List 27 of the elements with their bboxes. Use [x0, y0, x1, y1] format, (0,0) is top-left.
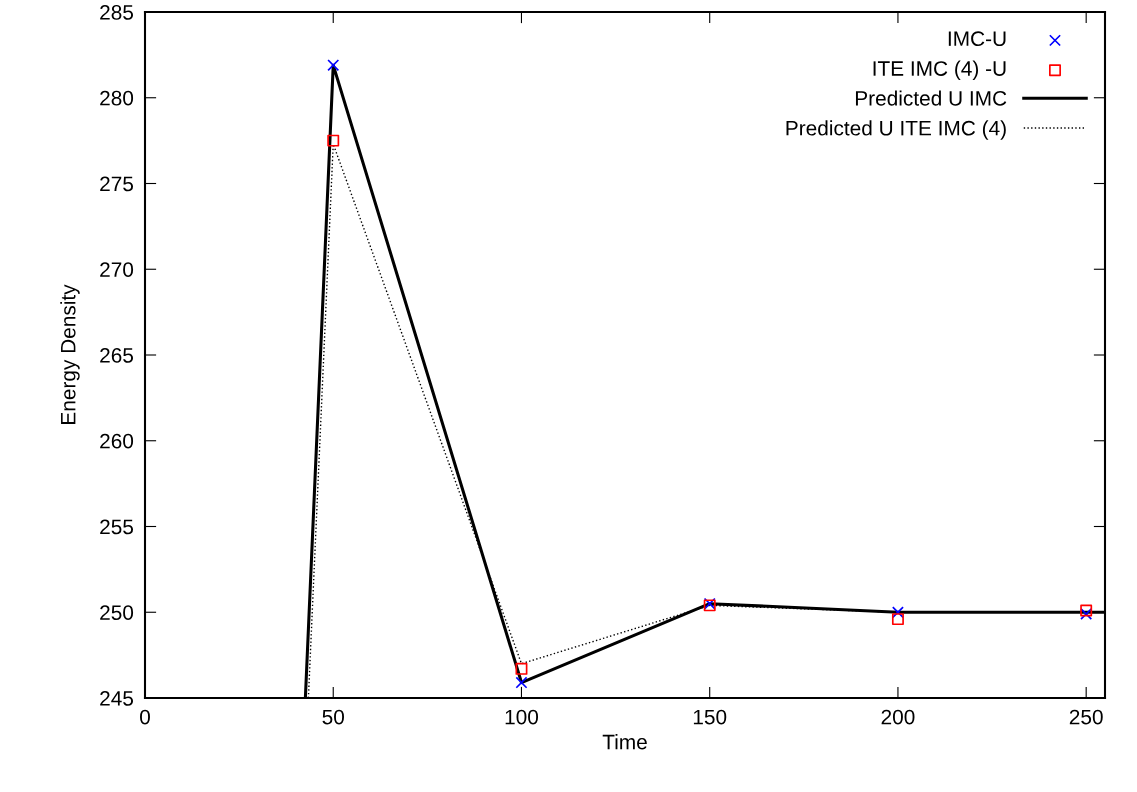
- point: [891, 613, 904, 626]
- x-tick-label: 0: [140, 709, 150, 725]
- y-tick-label: 270: [100, 262, 134, 277]
- point: [891, 606, 904, 619]
- x-tick-label: 250: [1069, 709, 1103, 725]
- y-tick-label: 255: [100, 519, 134, 535]
- y-tick-label: 285: [100, 5, 134, 20]
- legend-label: Predicted U IMC: [855, 90, 1007, 106]
- point: [515, 676, 528, 689]
- y-tick-label: 265: [100, 348, 134, 363]
- legend-label: Predicted U ITE IMC (4): [786, 120, 1006, 140]
- x-tick-label: 50: [322, 709, 345, 725]
- x-tick-label: 150: [693, 709, 727, 725]
- y-tick-label: 260: [100, 433, 134, 449]
- x-tick-label: 100: [505, 709, 539, 725]
- point: [327, 134, 340, 147]
- point: [327, 59, 340, 72]
- legend-label: ITE IMC (4) -U: [873, 60, 1006, 80]
- legend-label: IMC-U: [948, 31, 1006, 47]
- x-axis-title: Time: [602, 734, 647, 750]
- x-tick-label: 200: [881, 709, 915, 725]
- y-tick-label: 250: [100, 605, 134, 620]
- y-axis-title: Energy Density: [60, 284, 80, 424]
- y-tick-label: 280: [100, 90, 134, 106]
- point: [515, 662, 528, 675]
- y-tick-label: 245: [100, 691, 134, 706]
- y-tick-label: 275: [100, 176, 134, 192]
